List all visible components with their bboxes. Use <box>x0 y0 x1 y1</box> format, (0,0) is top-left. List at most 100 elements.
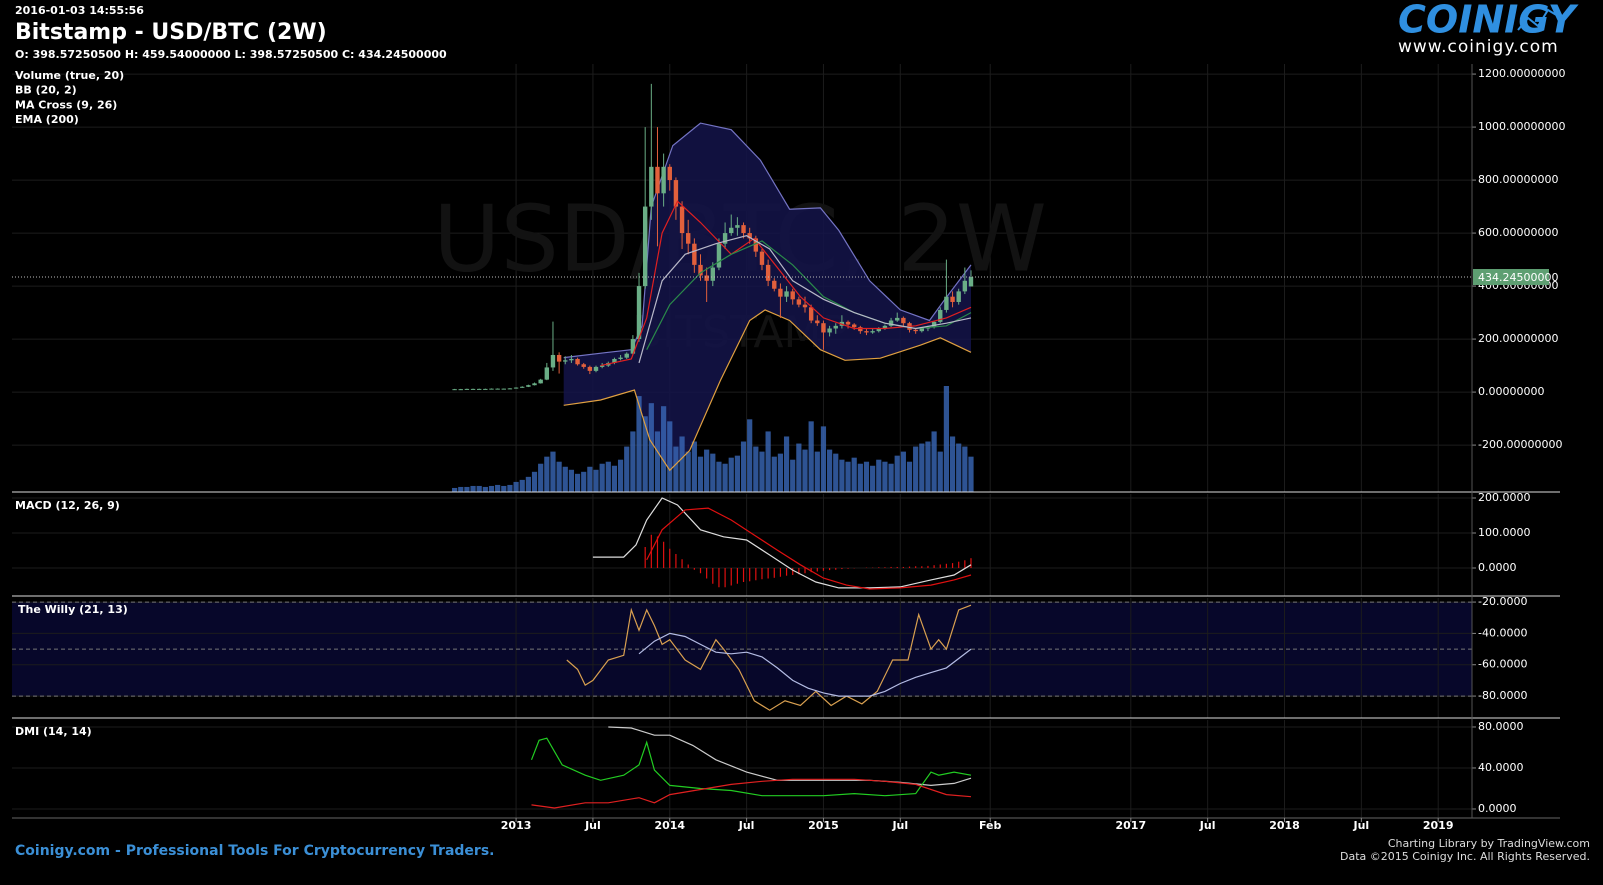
footer-credit[interactable]: Charting Library by TradingView.com <box>1388 837 1590 850</box>
indicator-label: DMI (14, 14) <box>15 725 92 738</box>
volume-bar <box>538 463 544 492</box>
volume-bar <box>525 476 531 492</box>
indicator-line <box>600 200 972 367</box>
volume-bar <box>599 463 605 492</box>
volume-bar <box>470 485 476 492</box>
candle-body <box>888 320 894 326</box>
volume-bar <box>900 451 906 492</box>
volume-bar <box>667 421 673 492</box>
logo-url: www.coinigy.com <box>1398 37 1559 57</box>
y-tick-label: 200.00000000 <box>1478 332 1558 345</box>
candle-body <box>913 329 918 332</box>
candle-body <box>747 233 752 239</box>
volume-bar <box>611 465 618 492</box>
ohlc-label: C: <box>342 48 354 61</box>
volume-bar <box>814 451 820 492</box>
y-tick-label: -60.0000 <box>1478 658 1527 671</box>
volume-bar <box>894 455 900 492</box>
band-fill <box>563 123 971 471</box>
x-tick-label: Jul <box>891 819 908 832</box>
candle-body <box>790 291 795 300</box>
ohlc-label: L: <box>234 48 245 61</box>
indicator-label: EMA (200) <box>15 113 79 126</box>
candle-body <box>507 388 513 390</box>
volume-bar <box>556 461 562 492</box>
ohlc-label: H: <box>125 48 139 61</box>
volume-bar <box>704 449 710 492</box>
x-tick-label: 2018 <box>1269 819 1300 832</box>
indicator-label: MACD (12, 26, 9) <box>15 499 120 512</box>
candle-body <box>845 321 851 325</box>
candle-body <box>575 358 580 365</box>
candle-body <box>858 327 863 332</box>
volume-bar <box>568 469 575 492</box>
candle-body <box>778 288 783 297</box>
volume-bar <box>531 471 538 492</box>
volume-bar <box>476 485 482 492</box>
volume-bar <box>679 436 685 492</box>
volume-bar <box>593 469 599 492</box>
candle-body <box>470 388 476 390</box>
candle-body <box>630 339 636 354</box>
volume-bar <box>605 461 611 492</box>
volume-bar <box>949 436 956 492</box>
volume-bar <box>808 421 814 492</box>
y-tick-label: 600.00000000 <box>1478 226 1558 239</box>
candle-body <box>686 233 691 244</box>
ohlc-value: 398.57250500 <box>250 48 339 61</box>
candle-body <box>710 267 715 281</box>
indicator-line <box>638 632 972 697</box>
candle-body <box>815 320 820 324</box>
candle-body <box>796 299 802 305</box>
candle-body <box>833 325 838 329</box>
volume-bar <box>839 459 845 492</box>
volume-bar <box>802 449 808 492</box>
candle-body <box>495 388 500 390</box>
x-tick-label: Jul <box>738 819 755 832</box>
candle-body <box>556 354 562 362</box>
indicator-label: Volume (true, 20) <box>15 69 124 82</box>
volume-bar <box>857 463 863 492</box>
volume-bar <box>833 453 839 492</box>
volume-bar <box>685 451 691 492</box>
candle-body <box>901 317 906 324</box>
candle-body <box>599 365 605 367</box>
y-tick-label: 0.00000000 <box>1478 385 1544 398</box>
y-tick-label: 200.0000 <box>1478 491 1531 504</box>
footer-tagline[interactable]: Coinigy.com - Professional Tools For Cry… <box>15 843 494 859</box>
candle-body <box>753 238 759 252</box>
volume-bar <box>876 459 882 492</box>
volume-bar <box>870 465 876 492</box>
candle-body <box>827 328 832 333</box>
indicator-line <box>566 604 972 711</box>
candle-body <box>808 307 814 321</box>
volume-bar <box>796 443 802 492</box>
volume-bar <box>495 484 501 492</box>
y-tick-label: 1000.00000000 <box>1478 120 1565 133</box>
candle-body <box>618 357 623 359</box>
candle-body <box>851 324 857 328</box>
candle-body <box>950 296 955 302</box>
volume-bar <box>642 416 648 492</box>
candle-body <box>513 387 519 389</box>
volume-bar <box>790 459 796 492</box>
candle-body <box>661 166 666 194</box>
candle-body <box>673 180 679 207</box>
candle-body <box>452 389 457 391</box>
y-tick-label: -80.0000 <box>1478 689 1527 702</box>
ohlc-value: 434.24500000 <box>358 48 447 61</box>
volume-bar <box>851 457 857 492</box>
candle-body <box>759 251 765 265</box>
band-line <box>563 309 972 472</box>
volume-bar <box>648 403 654 492</box>
indicator-label: BB (20, 2) <box>15 84 77 97</box>
candle-body <box>931 321 937 328</box>
candle-body <box>483 388 488 390</box>
x-tick-label: Jul <box>1352 819 1369 832</box>
y-tick-label: 80.0000 <box>1478 720 1524 733</box>
candle-body <box>581 364 586 367</box>
indicator-label: MA Cross (9, 26) <box>15 98 117 111</box>
volume-bar <box>630 431 636 492</box>
indicator-line <box>592 497 972 589</box>
